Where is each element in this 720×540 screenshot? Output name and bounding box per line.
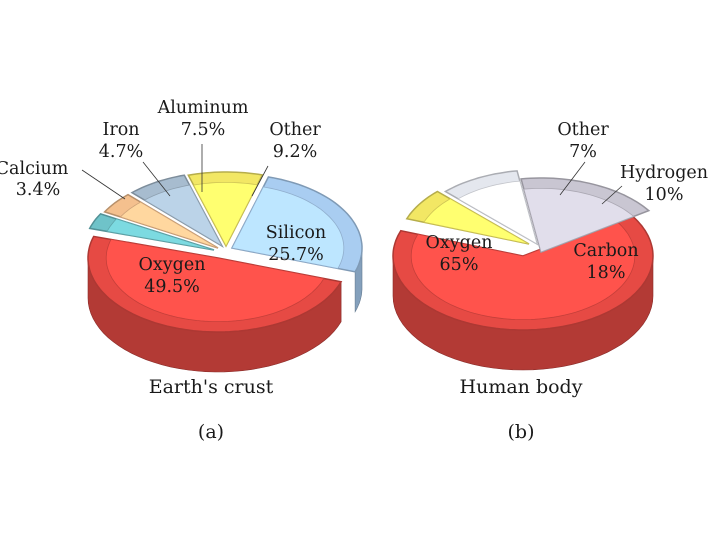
slice-value-oxygen-body: 65% (440, 255, 479, 275)
chart-title-earths-crust: Earth's crust (149, 376, 274, 398)
slice-label-oxygen-body: Oxygen (426, 233, 493, 253)
slice-label-oxygen-crust: Oxygen (139, 255, 206, 275)
slice-label-other-crust: Other (269, 120, 321, 140)
pie-slice-face-carbon (523, 188, 635, 253)
slice-value-iron: 4.7% (99, 142, 143, 162)
pie-slice-face-aluminum (143, 184, 224, 248)
pie-slice-face-calcium (106, 218, 215, 251)
pie-slice-face-iron (119, 201, 219, 249)
panel-label-b: (b) (508, 421, 535, 443)
chart-title-human-body: Human body (460, 376, 583, 398)
pie-slice-face-oxygen (410, 219, 636, 320)
pie-slices (392, 170, 654, 331)
pie-chart-earths-crust (87, 171, 363, 373)
pie-chart-human-body (392, 170, 654, 371)
slice-label-silicon: Silicon (266, 223, 326, 243)
pie-slice-face-other (423, 198, 530, 245)
slice-value-hydrogen: 10% (645, 185, 684, 205)
leader-line-other-body (559, 161, 586, 196)
pie-slice-face-oxygen (105, 238, 325, 322)
slice-label-other-body: Other (557, 120, 609, 140)
slice-label-aluminum: Aluminum (157, 98, 249, 118)
slice-value-oxygen-crust: 49.5% (144, 277, 200, 297)
leader-line-calcium (81, 169, 126, 200)
pie-slice-face-silicon (231, 186, 345, 269)
leader-line-hydrogen (601, 185, 623, 205)
pie-slices (87, 171, 363, 333)
slice-value-calcium: 3.4% (16, 180, 60, 200)
leader-lines (81, 144, 623, 205)
slice-value-aluminum: 7.5% (181, 120, 225, 140)
slice-label-iron: Iron (102, 120, 139, 140)
pie-slice-face-hydrogen (457, 180, 538, 245)
slice-value-carbon: 18% (587, 263, 626, 283)
slice-label-calcium: Calcium (0, 159, 69, 179)
slice-value-other-body: 7% (569, 142, 597, 162)
slice-label-carbon: Carbon (573, 241, 638, 261)
leader-line-other-crust (251, 165, 269, 197)
leader-line-iron (142, 161, 171, 197)
slice-value-other-crust: 9.2% (273, 142, 317, 162)
panel-label-a: (a) (198, 421, 224, 443)
slice-label-hydrogen: Hydrogen (620, 163, 708, 183)
slice-value-silicon: 25.7% (268, 245, 324, 265)
